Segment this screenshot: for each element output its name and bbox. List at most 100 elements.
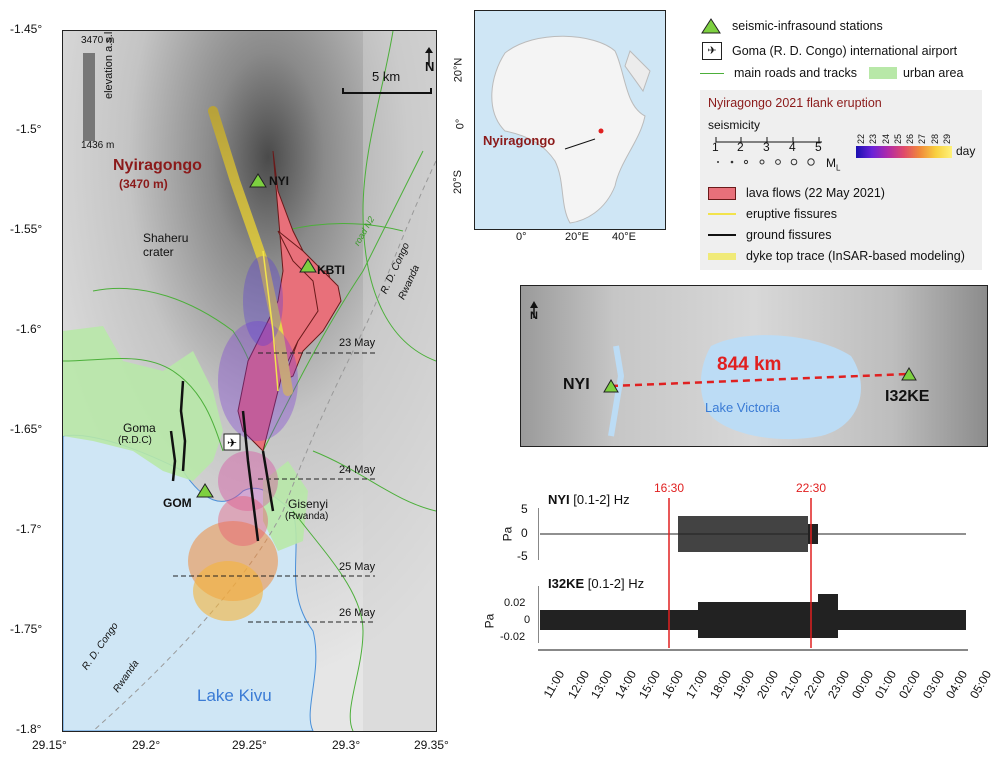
eruptive-fissures — [262, 250, 279, 392]
volcano-elev-label: (3470 m) — [119, 177, 168, 191]
station-i32ke-regional — [901, 367, 917, 381]
north-arrow-label: N — [425, 59, 435, 74]
lon-tick: 29.35° — [414, 738, 449, 752]
urban-swatch — [868, 67, 897, 79]
station-kbti-label: KBTI — [317, 263, 345, 277]
marker-label-1630: 16:30 — [654, 481, 685, 495]
date-label-24: 24 May — [339, 464, 376, 476]
eruptive-swatch — [708, 213, 736, 215]
legend-airport-row: ✈ Goma (R. D. Congo) international airpo… — [700, 42, 957, 60]
day-label: day — [956, 144, 976, 158]
marker-label-2230: 22:30 — [796, 481, 827, 495]
regional-map: N 844 km Lake Victoria NYI I32KE — [520, 285, 988, 447]
inset-volcano-label: Nyiragongo — [483, 133, 556, 148]
svg-text:✈: ✈ — [227, 436, 237, 450]
nyi-ytick: -5 — [517, 549, 528, 563]
lat-tick: -1.5° — [16, 122, 42, 136]
inset-lon-tick: 40°E — [612, 231, 636, 243]
inset-lat-tick: 0° — [454, 118, 467, 130]
gisenyi-label: Gisenyi — [288, 497, 329, 511]
lon-tick: 29.3° — [332, 738, 361, 752]
goma-sub-label: (R.D.C) — [118, 435, 152, 446]
waveform-plot: NYI [0.1-2] Hz I32KE [0.1-2] Hz — [537, 492, 968, 656]
goma-label: Goma — [123, 421, 156, 435]
i32ke-ytick: 0.02 — [504, 597, 526, 609]
ml-tick: 5 — [815, 140, 822, 154]
legend-urban-label: urban area — [902, 66, 964, 80]
nyi-waveform — [537, 508, 966, 560]
station-kbti-marker — [299, 258, 317, 273]
lat-tick: -1.75° — [10, 622, 43, 636]
eruption-title: Nyiragongo 2021 flank eruption — [708, 96, 882, 110]
station-nyi-regional — [603, 379, 619, 393]
lake-kivu-label: Lake Kivu — [197, 686, 272, 705]
main-map-canvas: ✈ — [63, 31, 436, 731]
scale-bar-label: 5 km — [372, 69, 401, 84]
legend-stations-label: seismic-infrasound stations — [732, 19, 883, 33]
road-swatch — [700, 72, 724, 74]
i32ke-ytick: 0 — [524, 614, 531, 626]
time-ticks: 11:00 12:00 13:00 14:00 15:00 16:00 17:0… — [540, 668, 992, 702]
legend-roads-row: main roads and tracks urban area — [700, 66, 963, 80]
legend-stations-row: seismic-infrasound stations — [700, 18, 883, 34]
elev-min-label: 1436 m — [81, 140, 115, 151]
ml-unit: ML — [826, 156, 841, 173]
elev-max-label: 3470 m — [81, 35, 115, 46]
nyiragongo-location — [598, 128, 604, 134]
ml-tick: 3 — [763, 140, 770, 154]
date-label-26: 26 May — [339, 607, 376, 619]
day-ticks: 22 23 24 25 26 27 28 29 — [856, 133, 952, 144]
nyi-ytick: 0 — [521, 526, 528, 540]
lat-tick: -1.8° — [16, 722, 42, 736]
africa-inset: Nyiragongo — [474, 10, 666, 230]
station-nyi-label: NYI — [269, 174, 290, 188]
scale-bar — [342, 88, 432, 94]
crater-label: Shaheru crater — [143, 231, 189, 259]
legend: seismic-infrasound stations ✈ Goma (R. D… — [700, 10, 985, 272]
elevation-bar — [83, 53, 95, 141]
date-label-23: 23 May — [339, 337, 376, 349]
africa-landmass — [491, 35, 646, 224]
ground-fissures — [169, 380, 275, 542]
earthquake-cloud — [188, 256, 298, 621]
airport-legend-icon: ✈ — [702, 42, 722, 60]
legend-airport-label: Goma (R. D. Congo) international airport — [732, 44, 958, 58]
legend-roads-label: main roads and tracks — [734, 66, 857, 80]
ml-tick: 1 — [712, 140, 719, 154]
ml-tick: 4 — [789, 140, 796, 154]
ground-swatch — [708, 234, 736, 236]
i32ke-ytick: -0.02 — [500, 631, 526, 643]
legend-lava-row: lava flows (22 May 2021) — [708, 186, 885, 200]
seismicity-label: seismicity — [708, 118, 761, 132]
distance-line — [610, 372, 910, 388]
station-gom-label: GOM — [163, 496, 192, 510]
inset-lat-tick: 20°N — [452, 57, 465, 83]
dyke-swatch — [708, 252, 736, 260]
lat-tick: -1.45° — [10, 22, 43, 36]
i32ke-ylabel: Pa — [482, 613, 497, 629]
nyi-trace-title: NYI [0.1-2] Hz — [548, 492, 630, 507]
inset-lon-tick: 20°E — [565, 231, 589, 243]
magnitude-scale — [714, 134, 826, 166]
lake-victoria-label: Lake Victoria — [705, 400, 780, 415]
legend-eruptive-row: eruptive fissures — [708, 207, 837, 221]
lon-tick: 29.15° — [32, 738, 67, 752]
date-label-25: 25 May — [339, 561, 376, 573]
elev-axis-label: elevation a.s.l. — [103, 30, 115, 99]
regional-north-label: N — [530, 310, 538, 322]
eruption-legend-box: Nyiragongo 2021 flank eruption seismicit… — [700, 90, 982, 270]
legend-dyke-row: dyke top trace (InSAR-based modeling) — [708, 249, 965, 263]
airport-icon — [223, 433, 241, 451]
urban-area-goma — [63, 326, 223, 481]
station-nyi-marker — [249, 173, 267, 188]
nyi-ylabel: Pa — [500, 526, 515, 542]
date-markers — [173, 352, 375, 623]
inset-lon-tick: 0° — [516, 231, 527, 243]
ml-tick: 2 — [737, 140, 744, 154]
lava-swatch — [708, 186, 736, 200]
nyi-ytick: 5 — [521, 502, 528, 516]
regional-nyi-label: NYI — [563, 376, 590, 393]
volcano-label: Nyiragongo — [113, 157, 202, 174]
lake-victoria-water — [700, 335, 861, 440]
lat-tick: -1.65° — [10, 422, 43, 436]
